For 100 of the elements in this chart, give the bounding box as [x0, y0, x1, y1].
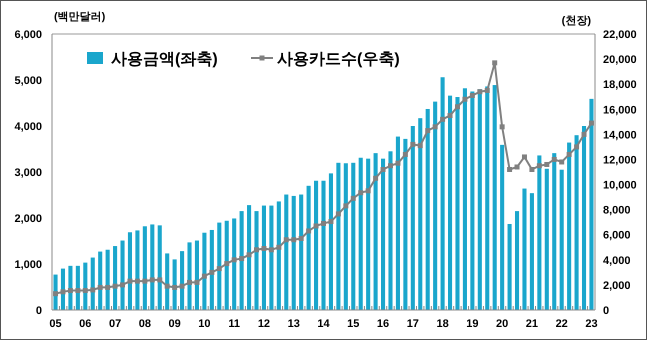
bar: [426, 108, 430, 310]
bar: [574, 135, 579, 310]
y-tick-label: 2,000: [14, 213, 42, 225]
bar: [366, 158, 370, 310]
y-tick-label: 1,000: [14, 259, 42, 271]
bar: [440, 77, 445, 310]
bar: [262, 206, 266, 310]
bar: [522, 188, 527, 310]
bar: [128, 232, 132, 310]
bar: [358, 158, 363, 310]
y2-tick-label: 22,000: [603, 29, 637, 41]
bar: [514, 211, 520, 310]
y2-tick-label: 8,000: [603, 204, 631, 217]
bar: [410, 126, 415, 310]
bar: [150, 224, 154, 310]
bar: [299, 194, 304, 310]
x-tick-label: 16: [376, 318, 390, 330]
y-tick-label: 4,000: [14, 121, 42, 133]
bar: [135, 230, 140, 310]
y2-tick-label: 16,000: [603, 104, 637, 116]
x-tick-label: 17: [406, 318, 419, 330]
x-tick-label: 11: [228, 318, 240, 330]
bar: [247, 205, 252, 310]
x-tick-label: 19: [466, 318, 478, 330]
bar: [455, 97, 460, 310]
bar: [240, 211, 244, 310]
x-tick-label: 21: [526, 318, 538, 330]
bar: [403, 138, 408, 310]
bar: [492, 85, 497, 310]
bar: [530, 193, 534, 310]
bar: [336, 162, 340, 310]
x-tick-label: 23: [585, 318, 598, 330]
bar: [210, 230, 214, 310]
y-tick-label: 0: [36, 305, 42, 317]
bar: [194, 240, 200, 310]
bar: [351, 162, 356, 310]
bar: [284, 194, 288, 310]
x-tick-label: 18: [436, 318, 449, 330]
y2-tick-label: 18,000: [603, 79, 637, 92]
bar: [500, 144, 504, 310]
x-tick-label: 09: [168, 318, 181, 330]
x-tick-label: 20: [496, 318, 508, 330]
y2-tick-label: 20,000: [603, 54, 637, 66]
x-tick-label: 05: [49, 318, 62, 330]
bar: [314, 180, 318, 310]
bar: [485, 86, 490, 310]
bar: [158, 225, 162, 310]
y2-tick-label: 4,000: [603, 254, 631, 267]
bar: [560, 170, 564, 310]
bar: [276, 201, 281, 310]
bar: [470, 92, 474, 310]
bar: [381, 158, 386, 310]
y-tick-label: 3,000: [14, 167, 42, 179]
y2-tick-label: 10,000: [603, 180, 637, 192]
y-axis-title: (백만달러): [54, 11, 106, 23]
x-tick-label: 10: [198, 318, 211, 330]
y2-tick-label: 14,000: [603, 129, 637, 142]
legend-label: 사용카드수(우축): [277, 51, 400, 68]
x-tick-label: 22: [556, 318, 568, 330]
bar: [254, 211, 259, 310]
x-tick-label: 06: [79, 318, 92, 330]
bar: [202, 232, 206, 310]
x-tick-label: 12: [258, 318, 270, 330]
bar: [418, 118, 422, 310]
bar: [544, 168, 549, 310]
y2-tick-label: 6,000: [603, 230, 631, 242]
bar: [552, 153, 556, 310]
bar: [292, 196, 296, 310]
bar: [462, 88, 467, 310]
x-tick-label: 07: [108, 318, 122, 330]
bar: [589, 98, 594, 310]
legend-label: 사용금액(좌축): [111, 51, 218, 68]
bar: [567, 142, 572, 310]
bar: [448, 96, 452, 310]
bar: [187, 242, 192, 310]
bar: [321, 180, 326, 310]
bar: [306, 186, 311, 310]
bar: [537, 155, 542, 310]
x-tick-label: 14: [317, 318, 330, 330]
bar: [224, 220, 229, 310]
bar: [388, 151, 393, 310]
bar: [396, 136, 400, 310]
bar: [344, 163, 348, 310]
bar: [582, 126, 586, 310]
bar: [142, 226, 147, 310]
bar: [269, 206, 274, 310]
y-tick-label: 5,000: [14, 75, 42, 87]
bar: [374, 153, 378, 310]
bar: [433, 102, 438, 310]
bar: [217, 222, 222, 310]
x-tick-label: 15: [347, 318, 360, 330]
bar: [328, 173, 333, 310]
bar: [508, 224, 512, 310]
bar: [232, 218, 236, 310]
x-tick-label: 13: [288, 318, 300, 330]
x-tick-label: 08: [138, 318, 151, 330]
y-tick-label: 6,000: [14, 29, 42, 41]
y2-tick-label: 12,000: [603, 154, 637, 166]
bar: [120, 240, 125, 310]
y2-axis-title: (천장): [562, 15, 592, 27]
